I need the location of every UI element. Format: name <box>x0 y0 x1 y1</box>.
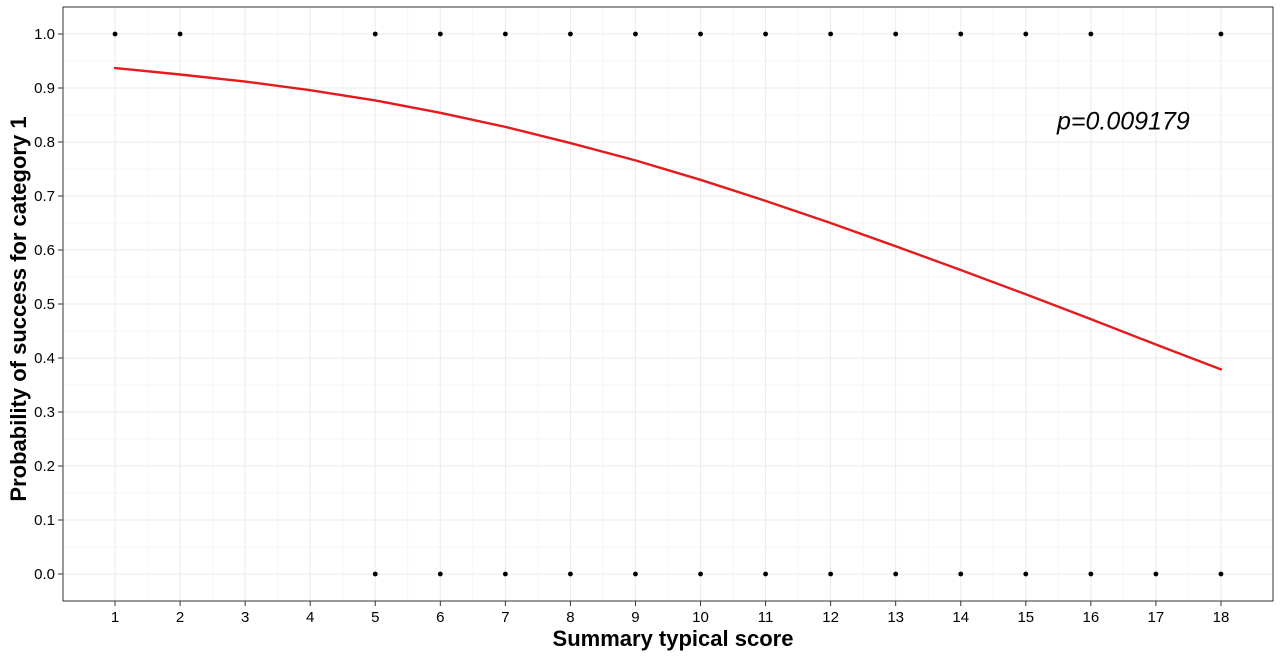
major-gridlines <box>63 7 1273 601</box>
annotation-layer: p=0.009179 <box>1056 107 1190 135</box>
y-tick-label: 0.6 <box>34 242 55 259</box>
y-tick-label: 0.4 <box>34 350 55 367</box>
data-point <box>372 571 378 577</box>
y-tick-label: 0.7 <box>34 188 55 205</box>
y-tick-label: 0.2 <box>34 458 55 475</box>
y-tick-label: 0.8 <box>34 134 55 151</box>
data-point <box>1088 31 1094 37</box>
x-tick-label: 5 <box>371 609 379 626</box>
x-tick-label: 4 <box>306 609 314 626</box>
y-tick-label: 1.0 <box>34 26 55 43</box>
data-point <box>502 31 508 37</box>
data-point <box>893 31 899 37</box>
data-point <box>828 31 834 37</box>
data-point <box>437 571 443 577</box>
data-points-layer <box>112 31 1224 577</box>
x-tick-label: 8 <box>566 609 574 626</box>
x-tick-label: 9 <box>631 609 639 626</box>
data-point <box>1153 571 1159 577</box>
data-point <box>1088 571 1094 577</box>
p-value-annotation: p=0.009179 <box>1056 107 1190 135</box>
x-tick-label: 14 <box>952 609 969 626</box>
y-axis-title: Probability of success for category 1 <box>6 116 31 501</box>
data-point <box>1023 571 1029 577</box>
data-point <box>763 571 768 577</box>
data-point <box>893 571 899 577</box>
x-tick-label: 12 <box>822 609 839 626</box>
data-point <box>958 571 964 577</box>
data-point <box>502 571 508 577</box>
x-tick-label: 2 <box>176 609 184 626</box>
y-tick-label: 0.3 <box>34 404 55 421</box>
data-point <box>112 31 118 37</box>
data-point <box>1218 571 1224 577</box>
fitted-curve-layer <box>113 66 1223 371</box>
y-axis-ticks: 0.0 0.1 0.2 0.3 0.4 0.5 0.6 0.7 0.8 0.9 1.0 <box>34 26 63 583</box>
x-axis-ticks: 1 2 3 4 5 6 7 8 9 10 11 12 13 14 15 16 17 18 <box>111 601 1229 626</box>
y-tick-label: 0.9 <box>34 80 55 97</box>
x-tick-label: 6 <box>436 609 444 626</box>
x-tick-label: 16 <box>1083 609 1100 626</box>
x-tick-label: 11 <box>758 609 774 626</box>
data-point <box>958 31 964 37</box>
data-point <box>372 31 378 37</box>
x-tick-label: 13 <box>887 609 904 626</box>
x-tick-label: 15 <box>1017 609 1034 626</box>
data-point <box>437 31 443 37</box>
x-tick-label: 18 <box>1213 609 1230 626</box>
data-point <box>568 571 573 577</box>
x-tick-label: 3 <box>241 609 249 626</box>
data-point <box>568 31 573 37</box>
data-point <box>177 31 183 37</box>
data-point <box>698 571 703 577</box>
x-tick-label: 1 <box>111 609 119 626</box>
data-point <box>633 571 638 577</box>
x-tick-label: 10 <box>692 609 709 626</box>
x-tick-label: 7 <box>501 609 509 626</box>
data-point <box>633 31 638 37</box>
y-tick-label: 0.5 <box>34 296 55 313</box>
data-point <box>763 31 768 37</box>
data-point <box>1023 31 1029 37</box>
y-tick-label: 0.1 <box>34 512 55 529</box>
x-tick-label: 17 <box>1148 609 1165 626</box>
x-axis-title: Summary typical score <box>553 626 794 651</box>
data-point <box>1218 31 1224 37</box>
y-tick-label: 0.0 <box>34 566 55 583</box>
fitted-probability-curve <box>113 66 1223 371</box>
data-point <box>698 31 703 37</box>
data-point <box>828 571 834 577</box>
